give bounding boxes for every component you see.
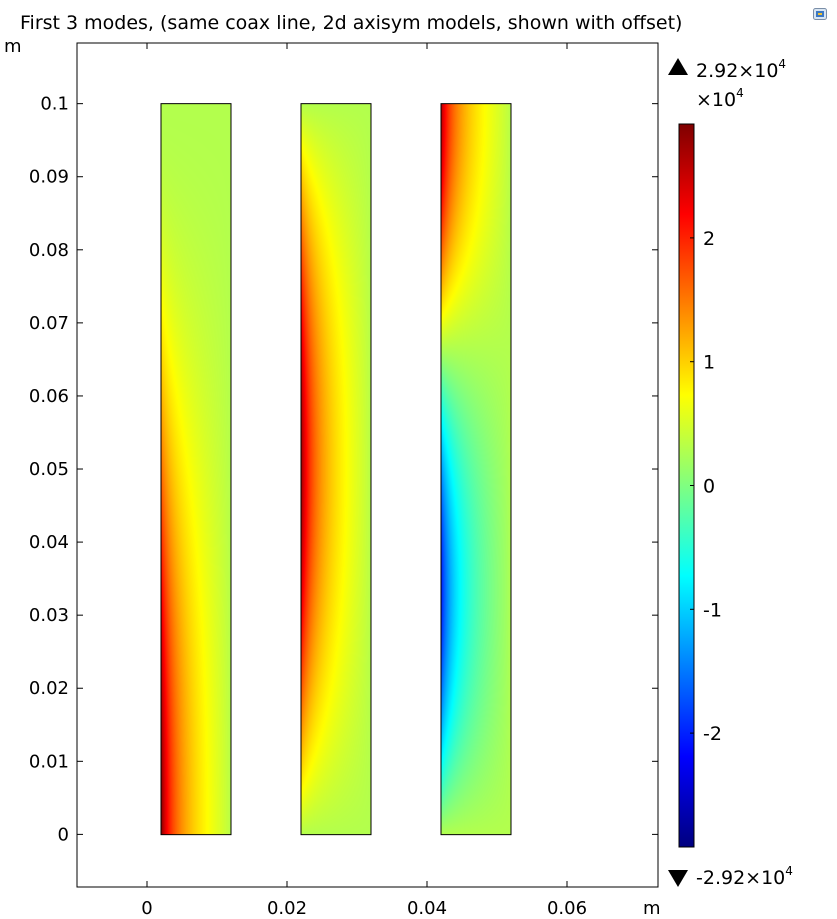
x-axis: 0 0.02 0.04 0.06	[141, 43, 587, 919]
plot-title: First 3 modes, (same coax line, 2d axisy…	[20, 12, 683, 34]
x-tick-label: 0	[141, 898, 152, 919]
x-tick-label: 0.04	[407, 898, 447, 919]
y-tick-label: 0.1	[40, 94, 69, 115]
mode-2-outline	[300, 103, 372, 836]
min-marker-icon	[668, 870, 688, 887]
max-marker-icon	[668, 58, 688, 75]
colorbar-tick-label: 2	[703, 228, 715, 250]
mode-2-field	[301, 103, 371, 835]
y-tick-label: 0.09	[29, 167, 69, 188]
y-tick-label: 0.01	[29, 751, 69, 772]
mode-1-field	[161, 103, 231, 835]
colorbar-tick-label: -2	[703, 723, 722, 745]
y-tick-label: 0.02	[29, 678, 69, 699]
x-axis-unit-label: m	[643, 898, 661, 919]
colorbar-tick-label: 1	[703, 352, 715, 374]
x-tick-label: 0.02	[267, 898, 307, 919]
y-tick-label: 0	[58, 824, 69, 845]
y-tick-label: 0.08	[29, 240, 69, 261]
plot-window-icon[interactable]	[813, 8, 827, 20]
colorbar-tick-label: -1	[703, 599, 722, 621]
y-tick-label: 0.05	[29, 459, 69, 480]
colorbar-min-label: -2.92×104	[696, 864, 793, 889]
y-tick-label: 0.03	[29, 605, 69, 626]
y-axis-unit-label: m	[4, 36, 22, 57]
y-tick-label: 0.04	[29, 532, 69, 553]
colorbar: 2.92×104 ×104 2 1 0 -1 -2 -2.92×104	[668, 57, 793, 889]
mode-3-field	[441, 103, 511, 835]
mode-3-outline	[440, 103, 512, 836]
colorbar-scale-label: ×104	[696, 86, 744, 111]
y-axis: 0 0.01 0.02 0.03 0.04 0.05 0.06 0.07 0.08 0.09 0.1	[29, 94, 658, 845]
x-tick-label: 0.06	[547, 898, 587, 919]
mode-1-outline	[160, 103, 232, 836]
y-tick-label: 0.06	[29, 386, 69, 407]
colorbar-tick-label: 0	[703, 476, 715, 498]
mode-regions	[160, 103, 512, 836]
colorbar-ticks: 2 1 0 -1 -2	[690, 228, 722, 745]
colorbar-max-label: 2.92×104	[696, 57, 786, 82]
y-tick-label: 0.07	[29, 313, 69, 334]
